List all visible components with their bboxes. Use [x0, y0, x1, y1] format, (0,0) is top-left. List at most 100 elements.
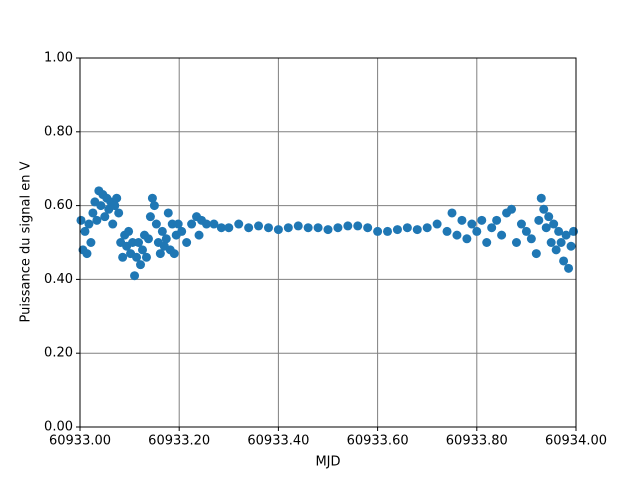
x-tick-label: 60933.60 — [347, 434, 409, 449]
x-tick-label: 60933.20 — [148, 434, 210, 449]
point — [273, 225, 283, 235]
point — [254, 221, 264, 231]
point — [323, 225, 333, 235]
point — [161, 234, 171, 244]
y-tick-label: 0.60 — [44, 198, 73, 213]
point — [234, 219, 244, 229]
point — [163, 208, 173, 218]
point — [293, 221, 303, 231]
point — [363, 223, 373, 233]
x-tick-label: 60933.80 — [446, 434, 508, 449]
point — [511, 238, 521, 247]
point — [130, 271, 140, 281]
point — [137, 245, 147, 255]
point — [412, 225, 422, 235]
point — [169, 249, 179, 259]
point — [534, 215, 544, 225]
point — [108, 219, 118, 229]
point — [112, 193, 122, 203]
point — [556, 238, 566, 247]
plot-frame — [79, 57, 577, 428]
point — [566, 241, 576, 251]
point — [201, 219, 211, 229]
point — [549, 219, 559, 229]
point — [145, 212, 155, 222]
point — [541, 223, 551, 233]
point — [136, 260, 146, 270]
point — [526, 234, 536, 244]
point — [143, 234, 153, 244]
point — [76, 215, 86, 225]
point — [546, 238, 556, 247]
point — [263, 223, 273, 233]
point — [383, 226, 393, 236]
point — [462, 234, 472, 244]
point — [497, 230, 507, 240]
point — [173, 219, 183, 229]
point — [216, 223, 226, 233]
x-tick-label: 60934.00 — [545, 434, 607, 449]
point — [124, 226, 134, 236]
x-tick-label: 60933.40 — [247, 434, 309, 449]
point — [141, 252, 151, 262]
point — [177, 226, 187, 236]
point — [80, 226, 90, 236]
point — [244, 223, 254, 233]
point — [343, 221, 353, 231]
point — [96, 201, 106, 211]
point — [442, 226, 452, 236]
x-axis-label: MJD — [315, 455, 340, 470]
point — [110, 201, 120, 211]
point — [84, 219, 94, 229]
point — [467, 219, 477, 229]
point — [82, 249, 92, 259]
point — [569, 226, 579, 236]
point — [452, 230, 462, 240]
point — [564, 263, 574, 273]
point — [554, 226, 564, 236]
y-axis-label: Puissance du signal en V — [19, 161, 34, 322]
point — [182, 238, 192, 247]
point — [477, 215, 487, 225]
point — [134, 238, 144, 247]
point — [561, 230, 571, 240]
point — [149, 201, 159, 211]
y-tick-label: 0.20 — [44, 346, 73, 361]
point — [432, 219, 442, 229]
point — [539, 204, 549, 214]
point — [402, 223, 412, 233]
point — [551, 245, 561, 255]
point — [482, 238, 492, 247]
point — [422, 223, 432, 233]
point — [209, 219, 219, 229]
point — [472, 226, 482, 236]
point — [544, 212, 554, 222]
point — [283, 223, 293, 233]
point — [224, 223, 234, 233]
point — [86, 238, 96, 247]
point — [487, 223, 497, 233]
y-tick-label: 0.40 — [44, 272, 73, 287]
point — [457, 215, 467, 225]
point — [559, 256, 569, 266]
point — [187, 219, 197, 229]
point — [447, 208, 457, 218]
point — [157, 226, 167, 236]
y-tick-label: 0.00 — [44, 420, 73, 435]
point — [118, 252, 128, 262]
point — [147, 193, 157, 203]
point — [114, 208, 124, 218]
x-tick-label: 60933.00 — [49, 434, 111, 449]
point — [303, 223, 313, 233]
point — [151, 219, 161, 229]
point — [194, 230, 204, 240]
point — [521, 226, 531, 236]
point — [507, 204, 517, 214]
point — [132, 252, 142, 262]
point — [492, 215, 502, 225]
y-tick-label: 0.80 — [44, 124, 73, 139]
point — [516, 219, 526, 229]
point — [353, 221, 363, 231]
point — [373, 226, 383, 236]
